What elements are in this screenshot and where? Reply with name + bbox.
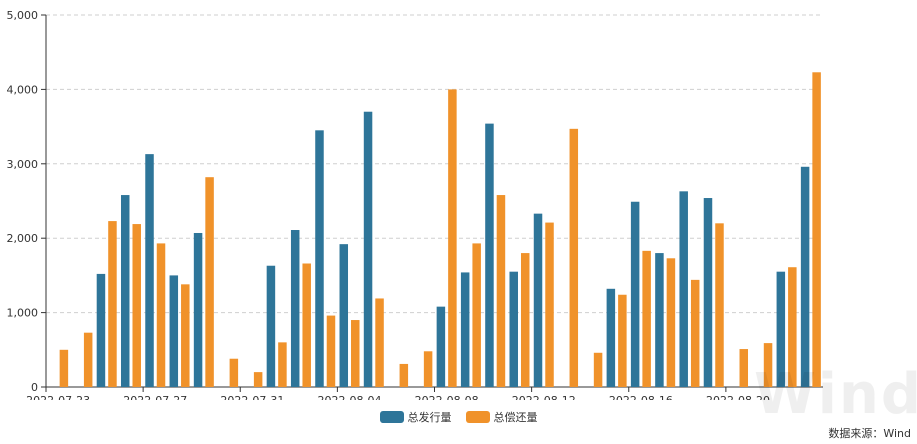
bar-repayment — [448, 89, 457, 388]
x-tick-label: 2022-08-20 — [706, 394, 770, 400]
bar-repayment — [666, 258, 676, 387]
bar-repayment — [763, 343, 773, 387]
bar-repayment — [569, 128, 579, 387]
bar-repayment — [132, 224, 141, 387]
bar-issuance — [363, 111, 373, 387]
bar-issuance — [703, 198, 713, 387]
bar-repayment — [302, 263, 311, 387]
bar-issuance — [96, 273, 106, 387]
legend-item-repayment[interactable]: 总偿还量 — [465, 409, 538, 425]
y-tick-label: 0 — [31, 381, 38, 394]
bar-repayment — [618, 294, 627, 387]
y-tick-label: 2,000 — [7, 232, 39, 245]
bar-repayment — [545, 222, 554, 387]
bar-issuance — [509, 271, 518, 387]
bar-issuance — [485, 123, 494, 388]
bar-issuance — [145, 154, 154, 387]
x-tick-label: 2022-07-31 — [220, 394, 284, 400]
bar-issuance — [436, 306, 446, 387]
watermark-logo: Wind — [754, 362, 917, 427]
bar-repayment — [326, 315, 336, 387]
legend-label-issuance: 总发行量 — [407, 411, 452, 424]
bar-repayment — [399, 363, 409, 387]
legend-item-issuance[interactable]: 总发行量 — [379, 409, 452, 425]
source-note: 数据来源：Wind — [828, 427, 911, 440]
bar-issuance — [630, 201, 640, 387]
bar-chart: 0 1,000 2,000 3,000 4,000 5,000 2022-07-23 2022… — [7, 9, 823, 400]
bar-issuance — [655, 253, 664, 387]
legend-swatch-issuance — [379, 411, 404, 423]
bar-issuance — [606, 288, 616, 387]
bar-repayment — [423, 351, 433, 387]
bar-issuance — [339, 244, 349, 387]
bar-repayment — [715, 223, 724, 387]
bar-repayment — [520, 253, 530, 387]
bar-issuance — [193, 232, 203, 387]
bar-repayment — [229, 358, 239, 387]
bar-issuance — [776, 271, 786, 387]
bar-repayment — [181, 284, 190, 387]
bar-issuance — [679, 191, 688, 387]
bar-repayment — [690, 279, 700, 387]
bar-issuance — [120, 195, 130, 387]
legend: 总发行量 总偿还量 — [0, 409, 917, 425]
bar-repayment — [788, 267, 797, 387]
bar-repayment — [59, 349, 69, 387]
bar-repayment — [593, 352, 603, 387]
bar-issuance — [315, 130, 324, 387]
legend-swatch-repayment — [465, 411, 490, 423]
bar-repayment — [496, 195, 506, 387]
bar-repayment — [375, 298, 384, 387]
y-tick-label: 3,000 — [7, 158, 39, 171]
x-tick-label: 2022-07-23 — [26, 394, 90, 400]
bar-repayment — [812, 72, 821, 388]
x-tick-label: 2022-08-16 — [609, 394, 673, 400]
bar-issuance — [460, 272, 470, 387]
bar-repayment — [351, 320, 360, 387]
bar-issuance — [266, 265, 276, 387]
bar-repayment — [642, 250, 651, 387]
x-tick-label: 2022-08-08 — [415, 394, 479, 400]
y-tick-label: 1,000 — [7, 307, 39, 320]
x-tick-label: 2022-08-04 — [318, 394, 382, 400]
bar-repayment — [83, 332, 93, 387]
bar-issuance — [533, 213, 543, 387]
legend-label-repayment: 总偿还量 — [493, 411, 538, 424]
bar-repayment — [278, 342, 287, 387]
bar-repayment — [739, 349, 749, 387]
x-tick-label: 2022-07-27 — [123, 394, 187, 400]
bar-issuance — [169, 275, 179, 387]
bar-repayment — [253, 372, 263, 387]
y-tick-label: 4,000 — [7, 83, 39, 96]
bar-repayment — [156, 243, 166, 387]
y-tick-label: 5,000 — [7, 9, 39, 22]
bar-repayment — [205, 177, 214, 387]
bar-issuance — [800, 166, 810, 387]
x-tick-label: 2022-08-12 — [512, 394, 576, 400]
bar-repayment — [472, 243, 481, 387]
bar-repayment — [108, 221, 117, 387]
bar-issuance — [290, 230, 300, 387]
